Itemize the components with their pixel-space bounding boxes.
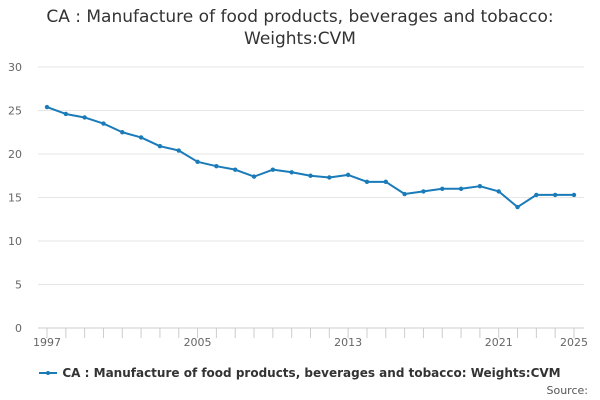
data-point[interactable] <box>458 186 464 191</box>
data-point[interactable] <box>157 143 163 149</box>
data-point[interactable] <box>534 192 539 198</box>
chart-credits[interactable]: Source: <box>546 384 589 397</box>
data-point[interactable] <box>383 179 388 185</box>
data-point[interactable] <box>82 115 87 120</box>
y-tick-label: 10 <box>8 235 22 248</box>
y-tick-label: 30 <box>8 61 22 74</box>
chart-title-line-1: CA : Manufacture of food products, bever… <box>46 7 554 27</box>
x-tick-label: 2013 <box>334 336 362 349</box>
y-tick-label: 15 <box>8 192 22 205</box>
data-point[interactable] <box>270 167 276 172</box>
data-point[interactable] <box>214 163 219 169</box>
data-point[interactable] <box>402 191 407 197</box>
data-point[interactable] <box>496 189 501 194</box>
data-point[interactable] <box>552 192 558 198</box>
legend-series-label: CA : Manufacture of food products, bever… <box>62 366 561 380</box>
y-tick-label: 5 <box>15 279 22 292</box>
data-point[interactable] <box>101 121 106 126</box>
x-tick-label: 1997 <box>33 336 61 349</box>
series-line[interactable] <box>46 106 574 209</box>
data-point[interactable] <box>289 170 294 175</box>
x-tick-label: 2021 <box>485 336 513 349</box>
data-point[interactable] <box>421 189 426 194</box>
data-point[interactable] <box>327 175 332 180</box>
data-point[interactable] <box>120 130 125 135</box>
data-point[interactable] <box>345 172 351 178</box>
data-point[interactable] <box>44 104 50 110</box>
data-point[interactable] <box>63 111 69 117</box>
data-point[interactable] <box>233 167 238 172</box>
data-point[interactable] <box>571 192 577 198</box>
data-point[interactable] <box>195 159 200 165</box>
chart-title: CA : Manufacture of food products, bever… <box>0 6 600 50</box>
data-point[interactable] <box>477 183 483 189</box>
data-point[interactable] <box>440 186 445 191</box>
legend-series-marker-icon <box>39 369 58 377</box>
data-point[interactable] <box>515 204 520 210</box>
data-point[interactable] <box>251 174 257 179</box>
data-point[interactable] <box>364 179 370 185</box>
data-point[interactable] <box>138 135 144 140</box>
y-tick-label: 20 <box>8 148 22 161</box>
x-tick-label: 2005 <box>184 336 212 349</box>
data-point[interactable] <box>308 173 313 178</box>
y-tick-label: 25 <box>8 105 22 118</box>
x-tick-label: 2025 <box>560 336 588 349</box>
y-tick-label: 0 <box>15 322 22 335</box>
chart-legend[interactable]: CA : Manufacture of food products, bever… <box>0 366 600 380</box>
chart-title-line-2: Weights:CVM <box>244 29 356 49</box>
data-point[interactable] <box>176 148 181 153</box>
